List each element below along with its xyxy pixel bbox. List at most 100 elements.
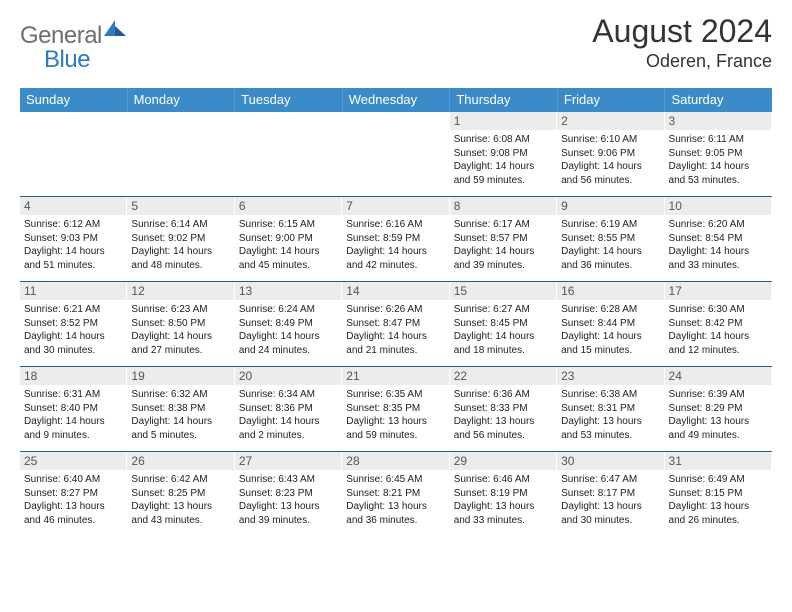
day-line: Daylight: 13 hours [346, 500, 444, 514]
day-line: Sunset: 8:45 PM [454, 317, 552, 331]
day-line: Sunset: 8:33 PM [454, 402, 552, 416]
day-body: Sunrise: 6:08 AMSunset: 9:08 PMDaylight:… [454, 133, 552, 187]
day-line: and 45 minutes. [239, 259, 337, 273]
day-body: Sunrise: 6:24 AMSunset: 8:49 PMDaylight:… [239, 303, 337, 357]
week-row: 18Sunrise: 6:31 AMSunset: 8:40 PMDayligh… [20, 366, 772, 451]
day-number: 29 [450, 452, 556, 470]
day-number: 2 [557, 112, 663, 130]
day-line: Daylight: 14 hours [131, 245, 229, 259]
day-line: Sunset: 8:42 PM [669, 317, 767, 331]
day-cell: 5Sunrise: 6:14 AMSunset: 9:02 PMDaylight… [127, 197, 234, 281]
day-line: Daylight: 14 hours [669, 245, 767, 259]
day-line: Sunrise: 6:24 AM [239, 303, 337, 317]
day-line: Daylight: 14 hours [239, 245, 337, 259]
day-line: Daylight: 13 hours [24, 500, 122, 514]
day-line: Sunrise: 6:17 AM [454, 218, 552, 232]
day-line: Daylight: 14 hours [131, 415, 229, 429]
day-line: Daylight: 14 hours [24, 245, 122, 259]
day-body: Sunrise: 6:45 AMSunset: 8:21 PMDaylight:… [346, 473, 444, 527]
day-line: Sunset: 9:06 PM [561, 147, 659, 161]
day-line: Daylight: 13 hours [131, 500, 229, 514]
day-line: Sunrise: 6:47 AM [561, 473, 659, 487]
day-line: Sunset: 8:59 PM [346, 232, 444, 246]
day-line: Sunrise: 6:34 AM [239, 388, 337, 402]
day-line: and 36 minutes. [346, 514, 444, 528]
day-cell: 29Sunrise: 6:46 AMSunset: 8:19 PMDayligh… [450, 452, 557, 536]
day-body: Sunrise: 6:14 AMSunset: 9:02 PMDaylight:… [131, 218, 229, 272]
day-line: and 56 minutes. [561, 174, 659, 188]
day-line: Daylight: 14 hours [239, 330, 337, 344]
day-body: Sunrise: 6:32 AMSunset: 8:38 PMDaylight:… [131, 388, 229, 442]
day-line: Sunrise: 6:31 AM [24, 388, 122, 402]
day-body: Sunrise: 6:30 AMSunset: 8:42 PMDaylight:… [669, 303, 767, 357]
day-line: and 59 minutes. [346, 429, 444, 443]
day-line: and 12 minutes. [669, 344, 767, 358]
day-line: Sunset: 9:00 PM [239, 232, 337, 246]
day-cell: 28Sunrise: 6:45 AMSunset: 8:21 PMDayligh… [342, 452, 449, 536]
day-cell: 1Sunrise: 6:08 AMSunset: 9:08 PMDaylight… [450, 112, 557, 196]
day-number: 18 [20, 367, 126, 385]
day-line: Sunrise: 6:10 AM [561, 133, 659, 147]
day-line: and 39 minutes. [454, 259, 552, 273]
day-line: and 46 minutes. [24, 514, 122, 528]
day-line: Sunset: 9:08 PM [454, 147, 552, 161]
day-body: Sunrise: 6:21 AMSunset: 8:52 PMDaylight:… [24, 303, 122, 357]
day-line: Sunset: 8:55 PM [561, 232, 659, 246]
day-line: and 5 minutes. [131, 429, 229, 443]
calendar-grid: 1Sunrise: 6:08 AMSunset: 9:08 PMDaylight… [20, 112, 772, 536]
day-cell: 6 Sunrise: 6:15 AMSunset: 9:00 PMDaylight… [235, 197, 342, 281]
day-line: and 33 minutes. [454, 514, 552, 528]
day-line: Daylight: 14 hours [24, 330, 122, 344]
day-line: Daylight: 14 hours [346, 330, 444, 344]
day-body: Sunrise: 6:35 AMSunset: 8:35 PMDaylight:… [346, 388, 444, 442]
day-line: Sunset: 8:44 PM [561, 317, 659, 331]
day-cell: 7Sunrise: 6:16 AMSunset: 8:59 PMDaylight… [342, 197, 449, 281]
day-cell [127, 112, 234, 196]
day-line: Sunrise: 6:28 AM [561, 303, 659, 317]
day-line: Sunrise: 6:38 AM [561, 388, 659, 402]
day-cell: 30 Sunrise: 6:47 AMSunset: 8:17 PMDayligh… [557, 452, 664, 536]
day-number: 30 [557, 452, 663, 470]
day-line: Sunrise: 6:11 AM [669, 133, 767, 147]
day-number: 20 [235, 367, 341, 385]
day-body: Sunrise: 6:43 AMSunset: 8:23 PMDaylight:… [239, 473, 337, 527]
day-cell: 13Sunrise: 6:24 AMSunset: 8:49 PMDayligh… [235, 282, 342, 366]
day-line: and 39 minutes. [239, 514, 337, 528]
weekday-header: Saturday [665, 88, 772, 112]
day-cell: 12Sunrise: 6:23 AMSunset: 8:50 PMDayligh… [127, 282, 234, 366]
day-cell: 19Sunrise: 6:32 AMSunset: 8:38 PMDayligh… [127, 367, 234, 451]
day-number [235, 112, 341, 130]
day-line: Sunrise: 6:35 AM [346, 388, 444, 402]
day-line: Sunrise: 6:20 AM [669, 218, 767, 232]
day-body: Sunrise: 6:47 AMSunset: 8:17 PMDaylight:… [561, 473, 659, 527]
day-body: Sunrise: 6:34 AMSunset: 8:36 PMDaylight:… [239, 388, 337, 442]
day-line: Sunrise: 6:45 AM [346, 473, 444, 487]
day-number: 6 [235, 197, 341, 215]
day-line: Sunrise: 6:26 AM [346, 303, 444, 317]
day-line: and 21 minutes. [346, 344, 444, 358]
day-line: Daylight: 13 hours [561, 500, 659, 514]
day-line: Sunset: 8:57 PM [454, 232, 552, 246]
day-cell: 9Sunrise: 6:19 AMSunset: 8:55 PMDaylight… [557, 197, 664, 281]
day-line: and 49 minutes. [669, 429, 767, 443]
day-line: Daylight: 13 hours [454, 500, 552, 514]
day-number: 16 [557, 282, 663, 300]
day-line: and 43 minutes. [131, 514, 229, 528]
day-line: Sunrise: 6:40 AM [24, 473, 122, 487]
day-body: Sunrise: 6:12 AMSunset: 9:03 PMDaylight:… [24, 218, 122, 272]
day-line: Sunrise: 6:23 AM [131, 303, 229, 317]
day-line: Daylight: 13 hours [669, 415, 767, 429]
day-line: Sunset: 8:23 PM [239, 487, 337, 501]
day-cell: 16Sunrise: 6:28 AMSunset: 8:44 PMDayligh… [557, 282, 664, 366]
day-line: and 36 minutes. [561, 259, 659, 273]
day-body: Sunrise: 6:16 AMSunset: 8:59 PMDaylight:… [346, 218, 444, 272]
day-body: Sunrise: 6:19 AMSunset: 8:55 PMDaylight:… [561, 218, 659, 272]
day-line: Sunset: 8:36 PM [239, 402, 337, 416]
day-body: Sunrise: 6:17 AMSunset: 8:57 PMDaylight:… [454, 218, 552, 272]
weekday-header: Thursday [450, 88, 558, 112]
day-line: and 18 minutes. [454, 344, 552, 358]
day-number [342, 112, 448, 130]
day-number: 31 [665, 452, 771, 470]
day-body: Sunrise: 6:15 AMSunset: 9:00 PMDaylight:… [239, 218, 337, 272]
day-line: Daylight: 14 hours [561, 245, 659, 259]
